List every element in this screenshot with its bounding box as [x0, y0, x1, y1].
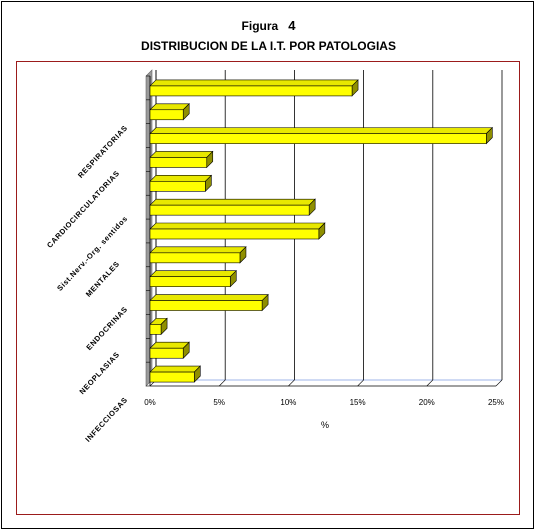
floor-tick-20	[426, 379, 434, 387]
x-tick-label: 15%	[350, 398, 366, 407]
bar-top	[149, 103, 190, 111]
bar-otras	[149, 109, 184, 121]
bar-musculoesqueleticas	[149, 133, 487, 144]
bar-digestivas	[149, 204, 310, 216]
category-label: ENDOCRINAS	[84, 305, 129, 352]
x-tick-label: 25%	[488, 398, 504, 407]
floor-tick-25	[495, 379, 503, 387]
x-tick-label: 20%	[419, 398, 435, 407]
chart-title: DISTRIBUCION DE LA I.T. POR PATOLOGIAS	[141, 39, 396, 53]
bar-mentales	[149, 300, 263, 311]
figure-label-text: Figura	[241, 19, 279, 33]
bar-top	[149, 294, 269, 301]
bar-respiratorias	[149, 228, 320, 240]
bar-piel	[149, 157, 208, 168]
bar-genitourinarias	[149, 181, 206, 192]
category-label: NEOPLASIAS	[78, 350, 122, 396]
bar-neoplasias	[149, 347, 184, 359]
bar-infecciosas	[149, 371, 195, 383]
x-tick-label: 0%	[144, 398, 156, 407]
x-tick-label: 10%	[280, 398, 296, 407]
bar-sist-nerv-org-sentidos	[149, 276, 231, 287]
x-axis-title: %	[321, 420, 329, 430]
chart-frame	[16, 61, 520, 515]
bar-top	[149, 341, 190, 349]
bar-top	[149, 127, 494, 134]
category-label: MENTALES	[84, 259, 122, 298]
figure-label: Figura 4	[0, 18, 537, 33]
floor-tick-15	[357, 379, 364, 387]
floor-tick-5	[218, 379, 226, 387]
bar-top	[149, 246, 247, 254]
category-label: INFECCIOSAS	[83, 395, 129, 443]
figure-number: 4	[288, 18, 296, 33]
bar-top	[149, 175, 213, 182]
category-label: RESPIRATORIAS	[76, 123, 130, 179]
bar-top	[149, 270, 237, 277]
floor-tick-10	[288, 379, 295, 387]
x-tick-label: 5%	[213, 398, 225, 407]
bar-top	[149, 79, 359, 87]
bar-endocrinas	[149, 324, 162, 335]
bar-top	[149, 365, 202, 373]
bar-lesiones-traumatismos	[149, 85, 353, 97]
bar-top	[149, 198, 316, 206]
bar-top	[149, 151, 214, 158]
bar-top	[149, 222, 326, 230]
bar-cardiocirculatorias	[149, 252, 241, 264]
